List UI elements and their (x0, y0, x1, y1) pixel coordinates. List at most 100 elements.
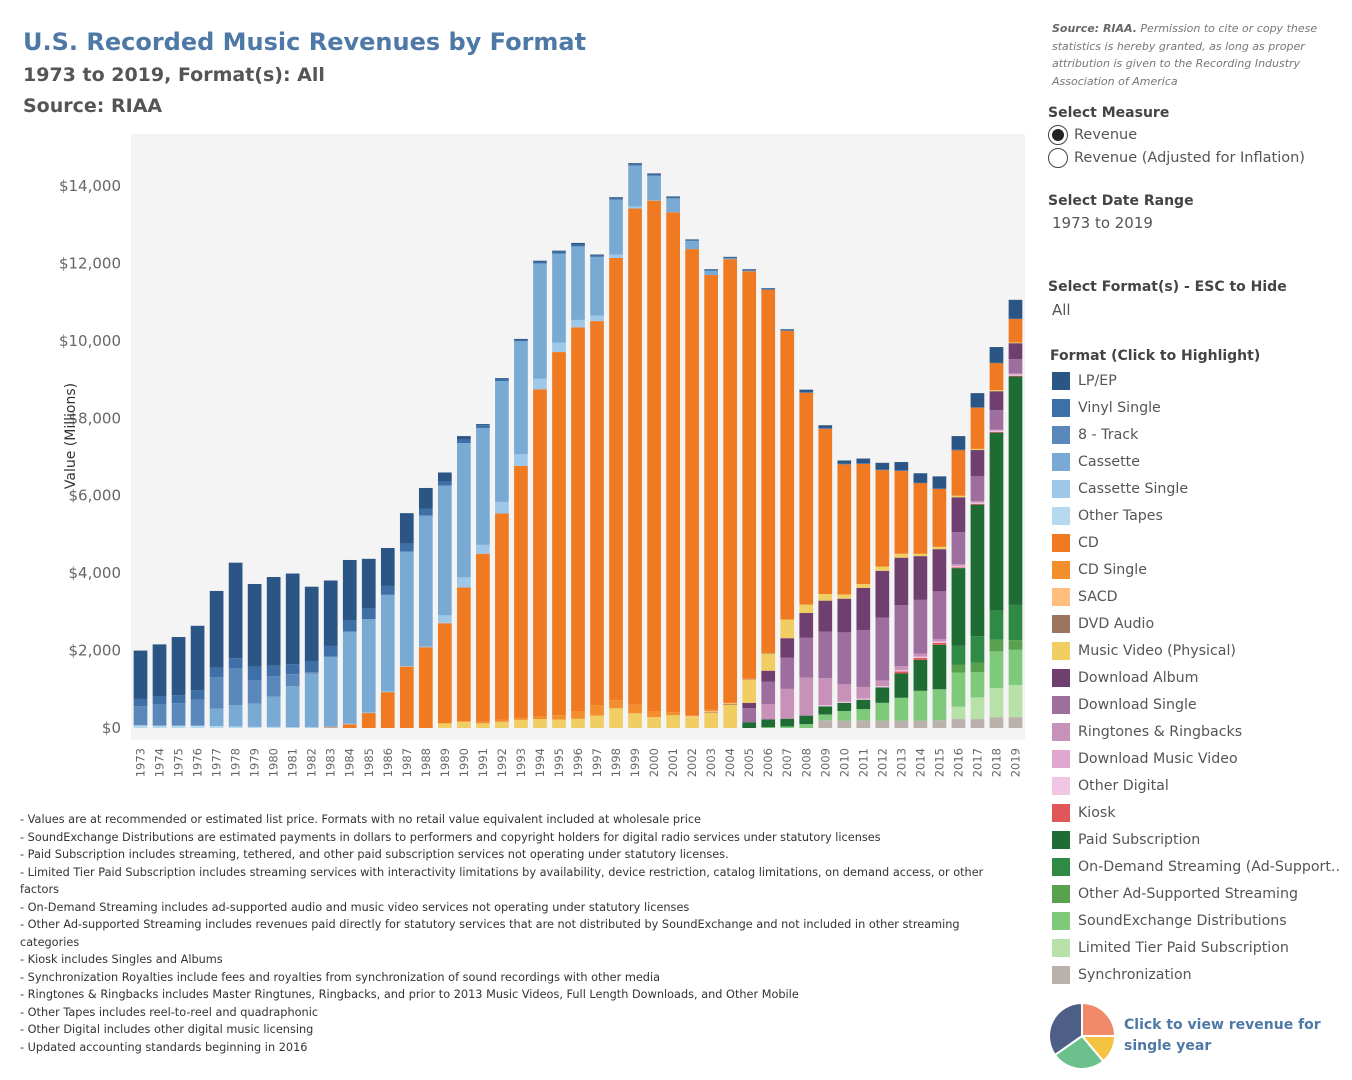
legend-item[interactable]: Download Album (1052, 664, 1342, 691)
bar-segment (913, 556, 928, 600)
bar-segment (837, 594, 852, 599)
bar-segment (799, 391, 814, 393)
single-year-link[interactable]: Click to view revenue for single year (1124, 1017, 1321, 1054)
measure-option-inflation[interactable]: Revenue (Adjusted for Inflation) (1048, 148, 1305, 168)
bar-segment (647, 175, 661, 201)
legend-item[interactable]: Other Ad-Supported Streaming (1052, 880, 1342, 907)
x-tick-label: 2012 (875, 748, 889, 777)
bar-segment (1008, 373, 1023, 375)
measure-option-revenue[interactable]: Revenue (1048, 125, 1137, 145)
bar-segment (704, 710, 718, 713)
bar-segment (932, 488, 947, 489)
x-tick-label: 2010 (837, 748, 851, 777)
bar-segment (723, 702, 738, 704)
bar-segment (742, 678, 757, 680)
bar-segment (190, 690, 205, 700)
legend-item[interactable]: Kiosk (1052, 799, 1342, 826)
bar-segment (399, 543, 414, 552)
legend-label: LP/EP (1078, 372, 1117, 389)
y-axis-label: Value (Millions) (63, 382, 80, 490)
radio-empty-icon[interactable] (1048, 148, 1068, 168)
bar-segment (533, 389, 547, 717)
legend-item[interactable]: On-Demand Streaming (Ad-Support.. (1052, 853, 1342, 880)
x-tick-label: 1987 (400, 748, 414, 777)
legend-item[interactable]: Paid Subscription (1052, 826, 1342, 853)
legend-item[interactable]: Ringtones & Ringbacks (1052, 718, 1342, 745)
bar-segment (856, 709, 871, 721)
bar-segment (380, 594, 395, 692)
bar-segment (989, 688, 1004, 718)
bar-segment (628, 713, 642, 728)
bar-segment (989, 390, 1004, 392)
bar-segment (742, 722, 757, 728)
x-tick-label: 1984 (343, 748, 357, 777)
bar-segment (1008, 375, 1023, 377)
bar-segment (932, 591, 947, 639)
bar-segment (875, 617, 890, 681)
bar-segment (761, 719, 776, 728)
legend-item[interactable]: Download Single (1052, 691, 1342, 718)
legend-item[interactable]: Download Music Video (1052, 745, 1342, 772)
legend-item[interactable]: Synchronization (1052, 961, 1342, 988)
legend-item[interactable]: Cassette Single (1052, 475, 1342, 502)
legend-item[interactable]: CD Single (1052, 556, 1342, 583)
radio-selected-icon[interactable] (1048, 125, 1068, 145)
bar-segment (571, 244, 585, 247)
bar-segment (970, 662, 985, 673)
legend-item[interactable]: Cassette (1052, 448, 1342, 475)
legend-item[interactable]: 8 - Track (1052, 421, 1342, 448)
legend-item[interactable]: LP/EP (1052, 367, 1342, 394)
y-tick-label: $12,000 (59, 254, 121, 272)
bar-segment (438, 485, 452, 616)
bar-segment (951, 568, 966, 646)
x-tick-label: 1994 (533, 748, 547, 777)
x-tick-label: 2003 (704, 748, 718, 777)
formats-value[interactable]: All (1052, 301, 1071, 319)
bar-segment (951, 565, 966, 567)
bar-segment (894, 673, 909, 698)
legend-item[interactable]: SACD (1052, 583, 1342, 610)
bar-segment (457, 587, 471, 722)
bar-segment (875, 686, 890, 688)
legend-item[interactable]: Vinyl Single (1052, 394, 1342, 421)
x-tick-label: 1980 (267, 748, 281, 777)
legend-item[interactable]: Other Digital (1052, 772, 1342, 799)
bar-segment (323, 645, 338, 657)
legend-label: Other Tapes (1078, 507, 1163, 524)
legend-item[interactable]: Other Tapes (1052, 502, 1342, 529)
bar-segment (837, 684, 852, 702)
bar-segment (685, 239, 699, 241)
pie-chart-icon[interactable] (1046, 1000, 1118, 1072)
bar-segment (533, 716, 547, 720)
legend-item[interactable]: Limited Tier Paid Subscription (1052, 934, 1342, 961)
legend-item[interactable]: Music Video (Physical) (1052, 637, 1342, 664)
bar-segment (875, 687, 890, 703)
legend-item[interactable]: DVD Audio (1052, 610, 1342, 637)
bar-segment (989, 429, 1004, 431)
legend-swatch (1052, 830, 1070, 849)
legend-item[interactable]: SoundExchange Distributions (1052, 907, 1342, 934)
revenue-bar-chart[interactable]: $0 $2,000 $4,000 $6,000 $8,000 $10,000 $12,000… (0, 128, 1030, 788)
bar-segment (818, 631, 833, 679)
bar-segment (1008, 685, 1023, 718)
bar-segment (932, 720, 947, 728)
bar-segment (989, 610, 1004, 640)
legend-item[interactable]: CD (1052, 529, 1342, 556)
x-tick-label: 2011 (856, 748, 870, 777)
bar-segment (342, 724, 357, 728)
bar-segment (285, 686, 300, 728)
bar-segment (304, 673, 319, 728)
bar-segment (571, 718, 585, 728)
bar-segment (913, 720, 928, 728)
bar-segment (590, 705, 604, 716)
bar-segment (152, 696, 167, 705)
bar-segment (856, 686, 871, 699)
footnote-line: - Other Ad-supported Streaming includes … (20, 918, 960, 949)
bar-segment (399, 666, 414, 728)
bar-segment (761, 652, 776, 654)
date-range-value[interactable]: 1973 to 2019 (1052, 214, 1153, 232)
bar-segment (590, 321, 604, 706)
page-source: Source: RIAA (23, 95, 163, 117)
bar-segment (457, 577, 471, 588)
bar-segment (133, 725, 148, 728)
